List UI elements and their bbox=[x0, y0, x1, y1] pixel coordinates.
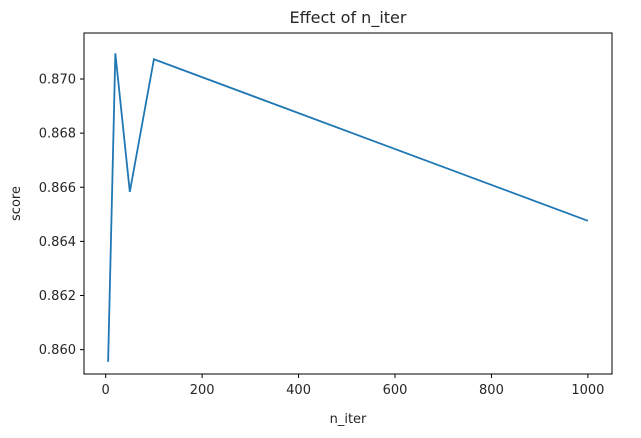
y-axis-ticks: 0.860 0.862 0.864 0.866 0.868 0.870 bbox=[39, 73, 84, 358]
plot-area bbox=[83, 32, 613, 375]
y-tick-label: 0.864 bbox=[39, 235, 76, 250]
x-tick-label: 600 bbox=[383, 383, 408, 398]
y-tick-label: 0.860 bbox=[39, 343, 76, 358]
x-axis-ticks: 0 200 400 600 800 1000 bbox=[102, 374, 604, 398]
y-axis-label: score bbox=[9, 186, 24, 221]
x-axis-label: n_iter bbox=[330, 412, 367, 427]
y-tick-label: 0.868 bbox=[39, 127, 76, 142]
chart-title: Effect of n_iter bbox=[290, 8, 407, 28]
x-tick-label: 400 bbox=[286, 383, 311, 398]
x-tick-label: 0 bbox=[102, 383, 110, 398]
x-tick-label: 200 bbox=[190, 383, 215, 398]
y-tick-label: 0.862 bbox=[39, 289, 76, 304]
x-tick-label: 800 bbox=[479, 383, 504, 398]
y-tick-label: 0.866 bbox=[39, 181, 76, 196]
series-line-0 bbox=[107, 53, 589, 362]
plot-frame bbox=[83, 32, 613, 375]
y-tick-label: 0.870 bbox=[39, 73, 76, 88]
x-tick-label: 1000 bbox=[571, 383, 604, 398]
